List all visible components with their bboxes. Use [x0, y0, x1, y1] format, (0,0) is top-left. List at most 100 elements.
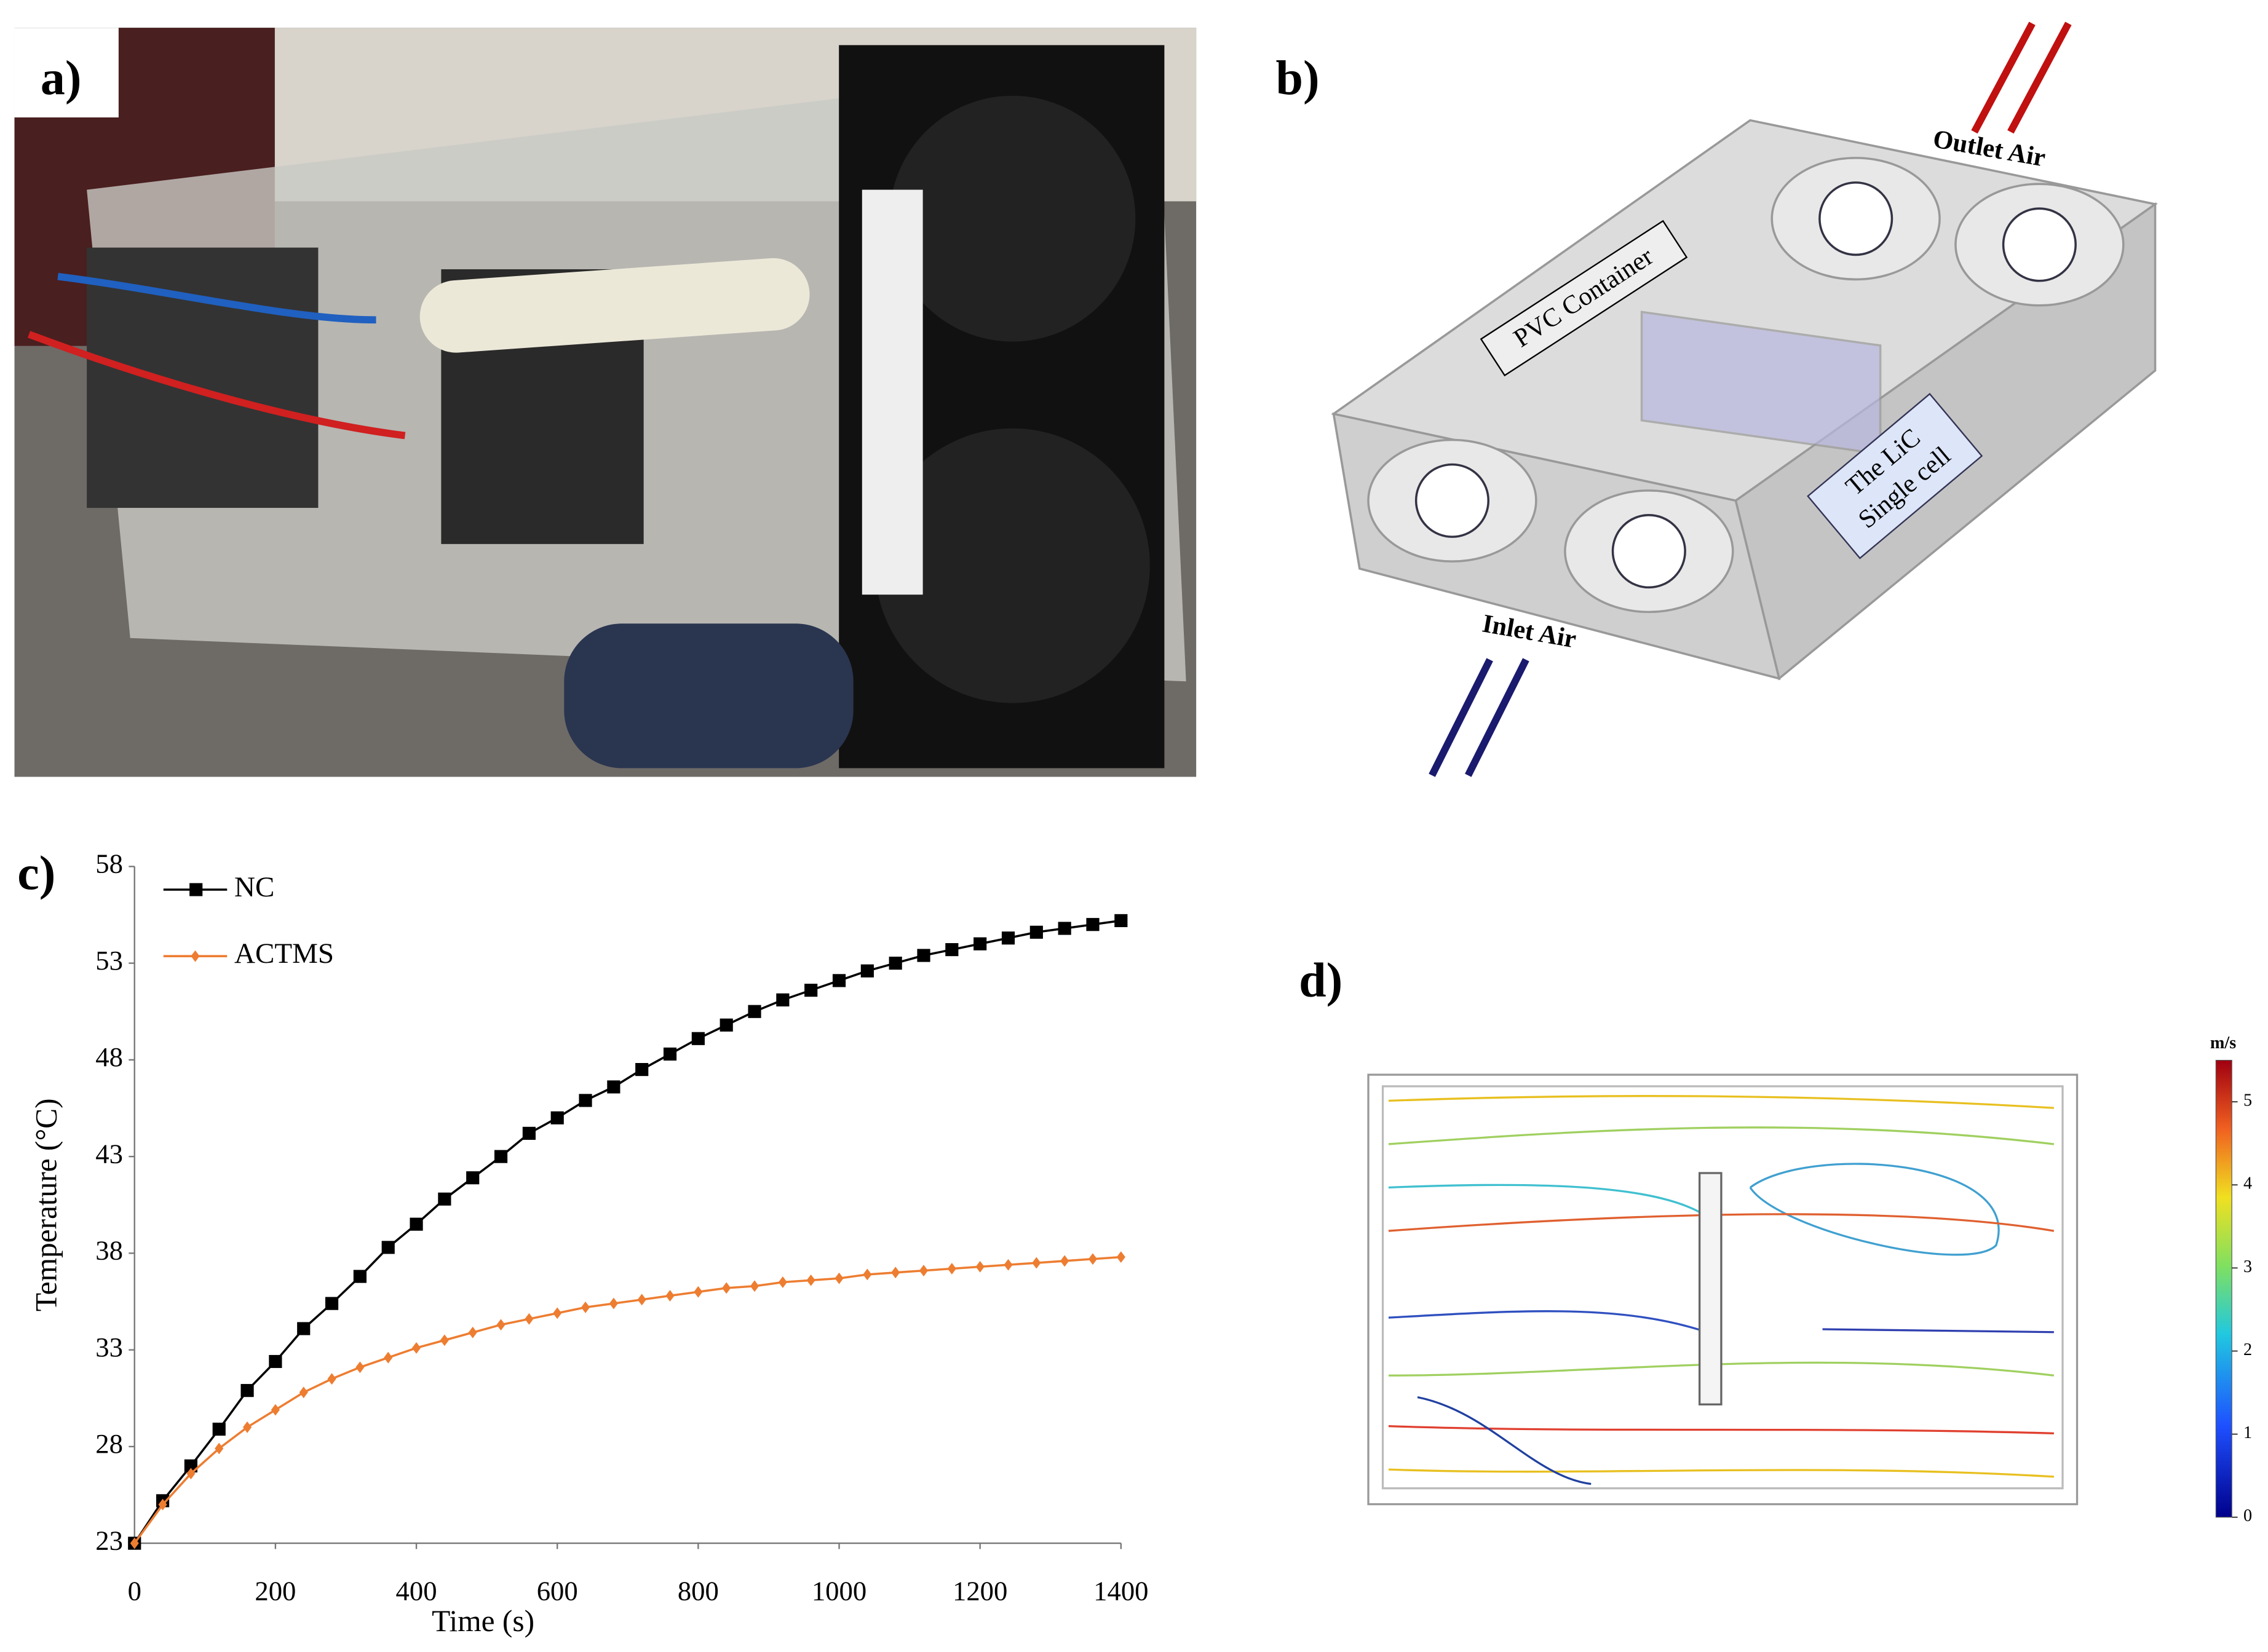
- x-tick-label: 400: [396, 1576, 437, 1607]
- y-tick-label: 28: [95, 1428, 123, 1459]
- marker: [1114, 914, 1128, 928]
- marker: [919, 1265, 929, 1277]
- marker: [525, 1313, 534, 1325]
- marker: [804, 984, 818, 997]
- colorbar-tick-label: 3: [2243, 1257, 2252, 1276]
- x-tick-label: 600: [537, 1576, 578, 1607]
- legend-label: NC: [234, 871, 274, 903]
- marker: [579, 1094, 592, 1107]
- marker: [411, 1342, 421, 1354]
- marker: [750, 1280, 759, 1292]
- marker: [327, 1373, 336, 1385]
- marker: [863, 1268, 872, 1281]
- marker: [581, 1302, 590, 1313]
- marker: [665, 1290, 675, 1302]
- marker: [186, 1468, 196, 1480]
- x-tick-label: 0: [128, 1576, 141, 1607]
- marker: [215, 1442, 224, 1455]
- marker: [440, 1334, 449, 1346]
- marker: [438, 1192, 451, 1206]
- marker: [522, 1126, 536, 1140]
- marker: [635, 1062, 649, 1077]
- marker: [158, 1498, 167, 1511]
- marker: [297, 1322, 311, 1335]
- marker: [917, 949, 930, 962]
- colorbar-tick-label: 1: [2243, 1423, 2252, 1442]
- marker: [468, 1326, 477, 1338]
- y-tick-label: 38: [95, 1235, 123, 1266]
- marker: [776, 993, 790, 1006]
- marker: [694, 1286, 703, 1298]
- marker: [1001, 931, 1015, 945]
- marker: [1060, 1255, 1069, 1267]
- flow-domain: [1367, 1073, 2079, 1506]
- marker: [550, 1111, 564, 1124]
- colorbar: [2215, 1059, 2232, 1518]
- y-axis-title: Temperature (°C): [29, 1098, 63, 1311]
- marker: [778, 1276, 787, 1288]
- y-tick-label: 33: [95, 1332, 123, 1362]
- marker: [691, 1032, 705, 1045]
- marker: [1032, 1257, 1041, 1269]
- line: [133, 919, 1122, 1544]
- marker: [384, 1351, 393, 1364]
- marker: [607, 1080, 621, 1094]
- marker: [748, 1005, 761, 1018]
- marker: [947, 1263, 956, 1275]
- photo: [14, 28, 1197, 777]
- colorbar-tick-label: 5: [2243, 1091, 2252, 1110]
- y-tick-label: 23: [95, 1525, 123, 1555]
- colorbar-tick-label: 4: [2243, 1174, 2252, 1193]
- y-tick-label: 58: [95, 848, 123, 879]
- marker: [494, 1150, 508, 1163]
- colorbar-unit: m/s: [2210, 1033, 2236, 1053]
- marker: [1088, 1253, 1098, 1265]
- arrows: [1429, 22, 2072, 777]
- marker: [973, 937, 987, 950]
- marker: [1086, 918, 1100, 931]
- marker: [243, 1421, 252, 1433]
- marker: [637, 1294, 646, 1306]
- marker: [355, 1361, 365, 1373]
- marker: [271, 1404, 280, 1416]
- marker: [553, 1307, 562, 1319]
- legend-marker: [189, 883, 203, 896]
- marker: [299, 1386, 308, 1399]
- marker: [1058, 922, 1071, 935]
- marker: [860, 964, 874, 978]
- marker: [1004, 1259, 1013, 1271]
- colorbar-tick-label: 0: [2243, 1506, 2252, 1525]
- panel-label: d): [1299, 954, 1342, 1008]
- panel-label: a): [41, 51, 82, 105]
- legend-label: ACTMS: [234, 938, 334, 970]
- marker: [325, 1297, 339, 1310]
- marker: [410, 1217, 423, 1231]
- marker: [240, 1384, 254, 1397]
- colorbar-tick-label: 2: [2243, 1340, 2252, 1359]
- panel-label: b): [1276, 51, 1320, 105]
- marker: [806, 1274, 815, 1286]
- marker: [212, 1422, 226, 1436]
- marker: [466, 1171, 480, 1185]
- x-tick-label: 1200: [953, 1576, 1007, 1607]
- line: [133, 1255, 1121, 1544]
- marker: [891, 1267, 900, 1279]
- marker: [835, 1272, 844, 1284]
- marker: [1029, 925, 1043, 939]
- x-tick-label: 1400: [1093, 1576, 1148, 1607]
- marker: [975, 1260, 985, 1273]
- marker: [353, 1270, 367, 1283]
- x-tick-label: 200: [255, 1576, 296, 1607]
- diagram: [1331, 119, 2158, 681]
- marker: [889, 957, 902, 970]
- marker: [945, 943, 959, 957]
- marker: [720, 1018, 733, 1032]
- marker: [722, 1282, 731, 1294]
- legend-marker: [191, 950, 200, 962]
- marker: [130, 1537, 139, 1549]
- y-tick-label: 48: [95, 1041, 123, 1072]
- marker: [663, 1047, 677, 1061]
- marker: [269, 1354, 282, 1369]
- y-tick-label: 53: [95, 945, 123, 976]
